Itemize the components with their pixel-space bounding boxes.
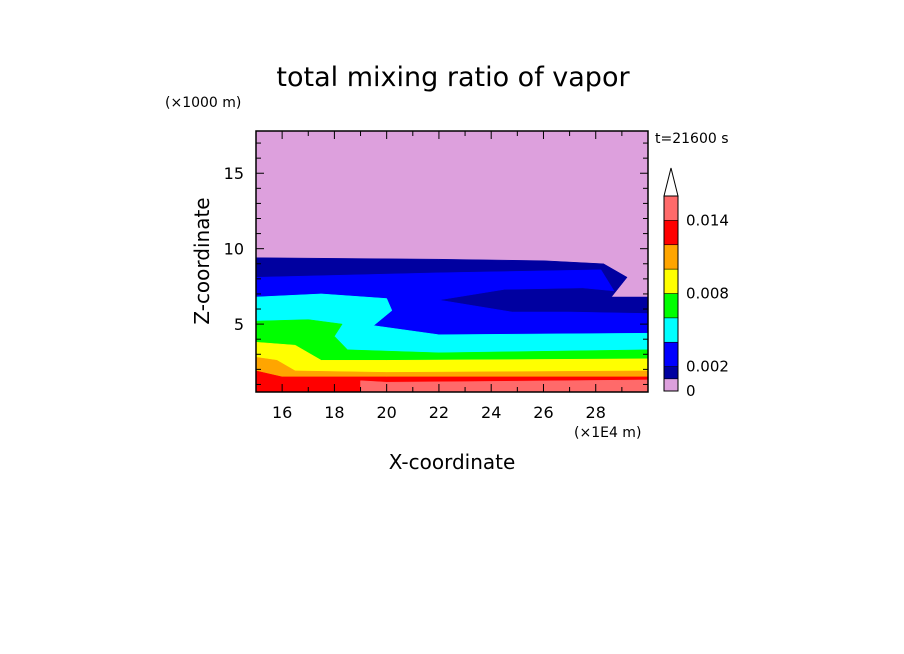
colorbar-segment-8 [664,196,678,221]
colorbar-segment-2 [664,342,678,367]
colorbar-extend-arrow [663,167,679,197]
plot-frame [255,130,649,393]
x-tick-label: 28 [586,403,606,422]
colorbar-segment-4 [664,293,678,318]
y-axis-label: Z-coordinate [190,197,214,324]
colorbar-segment-6 [664,244,678,270]
contour-layers [256,131,648,392]
x-tick-label: 18 [324,403,344,422]
colorbar-label: 0.008 [686,285,729,303]
colorbar-label: 0 [686,382,696,400]
x-tick-label: 20 [376,403,396,422]
colorbar-segment-7 [664,220,678,245]
contour-band-8 [360,379,648,392]
colorbar-segment-1 [664,366,678,379]
x-tick-label: 22 [429,403,449,422]
colorbar-segment-3 [664,317,678,343]
colorbar: 0.014 0.008 0.002 0 [663,167,729,400]
chart-title: total mixing ratio of vapor [276,62,630,93]
x-tick-label: 24 [481,403,501,422]
colorbar-label: 0.014 [686,211,729,229]
y-tick-label: 15 [224,164,244,183]
colorbar-segment-5 [664,269,678,294]
y-tick-label: 5 [234,315,244,334]
y-tick-label: 10 [224,240,244,259]
colorbar-segment-0 [664,378,678,391]
y-unit-label: (×1000 m) [165,95,241,111]
colorbar-label: 0.002 [686,358,729,376]
x-tick-label: 16 [272,403,292,422]
x-axis-label: X-coordinate [389,450,516,474]
time-label: t=21600 s [655,131,729,147]
x-unit-label: (×1E4 m) [574,425,641,441]
x-tick-label: 26 [533,403,553,422]
axis-ticks: 16 18 20 22 24 26 28 5 10 15 [224,131,649,422]
